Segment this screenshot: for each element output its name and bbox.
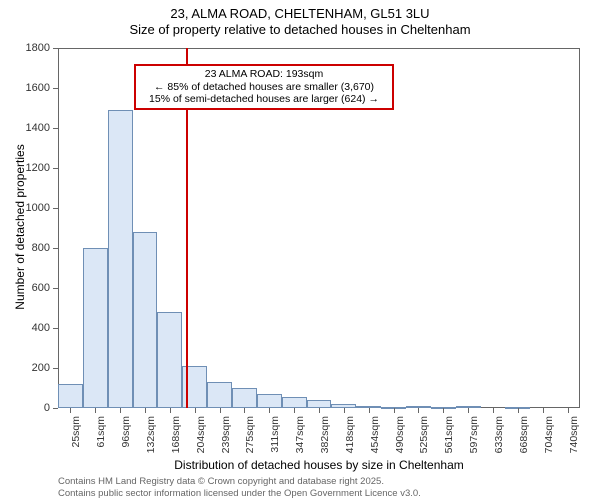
histogram-bar (133, 232, 158, 408)
x-tick-label: 239sqm (220, 416, 232, 456)
histogram-bar (232, 388, 257, 408)
histogram-bar (257, 394, 282, 408)
y-tick-mark (53, 168, 58, 169)
y-tick-label: 1800 (18, 42, 50, 54)
x-tick-mark (369, 408, 370, 413)
chart-title-line1: 23, ALMA ROAD, CHELTENHAM, GL51 3LU (0, 6, 600, 21)
x-tick-mark (493, 408, 494, 413)
x-tick-label: 454sqm (369, 416, 381, 456)
histogram-bar (58, 384, 83, 408)
x-tick-mark (244, 408, 245, 413)
x-tick-label: 132sqm (145, 416, 157, 456)
y-tick-label: 800 (18, 242, 50, 254)
x-tick-label: 597sqm (468, 416, 480, 456)
x-tick-label: 633sqm (493, 416, 505, 456)
histogram-bar (83, 248, 108, 408)
histogram-bar (282, 397, 307, 408)
histogram-bar (108, 110, 133, 408)
x-tick-label: 61sqm (95, 416, 107, 456)
x-tick-mark (95, 408, 96, 413)
footer-line1: Contains HM Land Registry data © Crown c… (58, 476, 421, 488)
histogram-bar (307, 400, 332, 408)
x-tick-mark (220, 408, 221, 413)
annotation-line: ← 85% of detached houses are smaller (3,… (142, 81, 386, 94)
y-tick-label: 600 (18, 282, 50, 294)
x-tick-label: 96sqm (120, 416, 132, 456)
y-tick-mark (53, 328, 58, 329)
x-tick-label: 168sqm (170, 416, 182, 456)
x-tick-label: 704sqm (543, 416, 555, 456)
y-tick-mark (53, 288, 58, 289)
y-tick-label: 200 (18, 362, 50, 374)
x-tick-mark (170, 408, 171, 413)
y-tick-mark (53, 88, 58, 89)
x-tick-label: 204sqm (195, 416, 207, 456)
x-tick-label: 561sqm (443, 416, 455, 456)
histogram-bar (207, 382, 232, 408)
x-tick-mark (394, 408, 395, 413)
y-tick-mark (53, 368, 58, 369)
annotation-line: 15% of semi-detached houses are larger (… (142, 93, 386, 106)
x-tick-label: 668sqm (518, 416, 530, 456)
x-tick-mark (195, 408, 196, 413)
x-tick-label: 740sqm (568, 416, 580, 456)
x-tick-mark (443, 408, 444, 413)
x-tick-mark (294, 408, 295, 413)
y-tick-label: 400 (18, 322, 50, 334)
y-tick-mark (53, 48, 58, 49)
x-tick-mark (269, 408, 270, 413)
x-tick-label: 275sqm (244, 416, 256, 456)
chart-title-line2: Size of property relative to detached ho… (0, 22, 600, 37)
annotation-line: 23 ALMA ROAD: 193sqm (142, 68, 386, 81)
x-tick-mark (145, 408, 146, 413)
histogram-bar (157, 312, 182, 408)
x-tick-label: 490sqm (394, 416, 406, 456)
x-tick-label: 311sqm (269, 416, 281, 456)
y-tick-label: 1600 (18, 82, 50, 94)
y-tick-label: 1200 (18, 162, 50, 174)
footer-line2: Contains public sector information licen… (58, 488, 421, 500)
x-tick-mark (518, 408, 519, 413)
x-tick-mark (319, 408, 320, 413)
y-tick-label: 1400 (18, 122, 50, 134)
x-tick-mark (70, 408, 71, 413)
y-tick-mark (53, 208, 58, 209)
x-tick-mark (468, 408, 469, 413)
x-tick-mark (344, 408, 345, 413)
x-tick-mark (568, 408, 569, 413)
y-tick-mark (53, 248, 58, 249)
x-tick-mark (418, 408, 419, 413)
annotation-box: 23 ALMA ROAD: 193sqm← 85% of detached ho… (134, 64, 394, 110)
x-tick-label: 418sqm (344, 416, 356, 456)
y-tick-mark (53, 128, 58, 129)
x-tick-mark (543, 408, 544, 413)
y-tick-mark (53, 408, 58, 409)
x-tick-label: 347sqm (294, 416, 306, 456)
x-axis-label: Distribution of detached houses by size … (58, 458, 580, 472)
x-tick-mark (120, 408, 121, 413)
y-tick-label: 1000 (18, 202, 50, 214)
x-tick-label: 382sqm (319, 416, 331, 456)
y-tick-label: 0 (18, 402, 50, 414)
x-tick-label: 25sqm (70, 416, 82, 456)
x-tick-label: 525sqm (418, 416, 430, 456)
chart-footer: Contains HM Land Registry data © Crown c… (58, 476, 421, 500)
